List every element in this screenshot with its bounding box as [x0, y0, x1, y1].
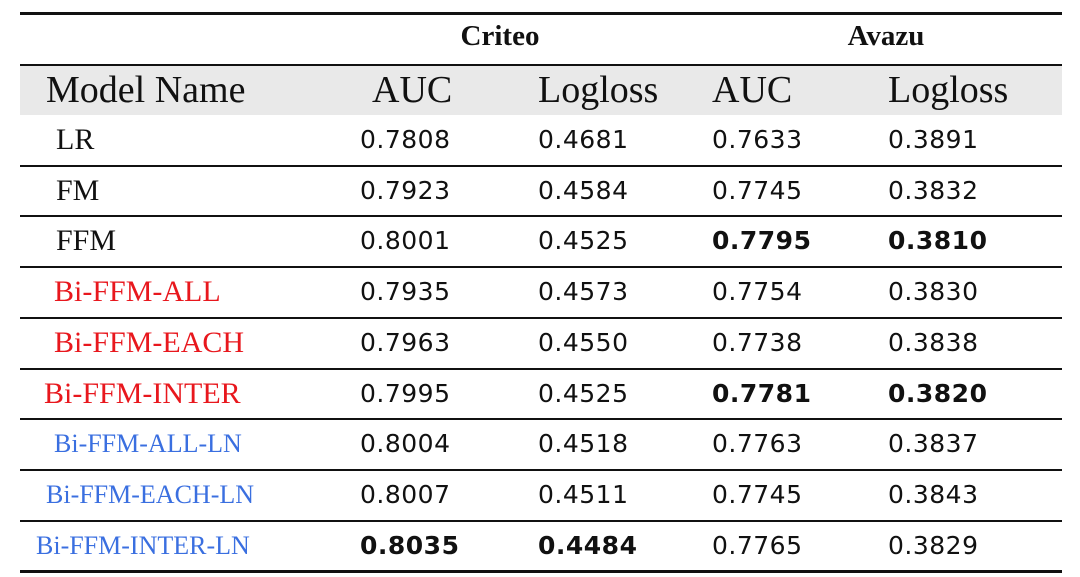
table-row: Bi-FFM-EACH 0.7963 0.4550 0.7738 0.3838	[20, 318, 1062, 368]
table-row: LR 0.7808 0.4681 0.7633 0.3891	[20, 115, 1062, 165]
row-separator	[20, 469, 1062, 471]
avazu-logloss-cell: 0.3891	[888, 125, 979, 154]
avazu-auc-cell: 0.7745	[712, 480, 803, 509]
avazu-logloss-cell: 0.3843	[888, 480, 979, 509]
avazu-auc-cell: 0.7754	[712, 277, 803, 306]
criteo-logloss-cell: 0.4681	[538, 125, 629, 154]
criteo-auc-cell: 0.7995	[360, 379, 451, 408]
column-header-criteo-logloss: Logloss	[538, 69, 659, 111]
avazu-logloss-cell: 0.3829	[888, 531, 979, 560]
column-header-band	[20, 65, 1062, 115]
avazu-logloss-cell: 0.3832	[888, 176, 979, 205]
row-separator	[20, 368, 1062, 370]
model-name-cell: Bi-FFM-ALL	[54, 275, 221, 308]
table-row: Bi-FFM-ALL-LN 0.8004 0.4518 0.7763 0.3837	[20, 419, 1062, 469]
group-header-criteo: Criteo	[460, 20, 540, 52]
row-separator	[20, 317, 1062, 319]
criteo-auc-cell: 0.8035	[360, 531, 460, 560]
model-name-cell: FFM	[56, 224, 117, 257]
table-row: Bi-FFM-INTER 0.7995 0.4525 0.7781 0.3820	[20, 369, 1062, 419]
criteo-logloss-cell: 0.4584	[538, 176, 629, 205]
avazu-auc-cell: 0.7738	[712, 328, 803, 357]
column-header-model-name: Model Name	[46, 69, 246, 111]
model-name-cell: Bi-FFM-INTER-LN	[36, 531, 250, 560]
avazu-logloss-cell: 0.3838	[888, 328, 979, 357]
avazu-logloss-cell: 0.3830	[888, 277, 979, 306]
top-rule	[20, 12, 1062, 15]
criteo-logloss-cell: 0.4511	[538, 480, 629, 509]
criteo-auc-cell: 0.7808	[360, 125, 451, 154]
criteo-logloss-cell: 0.4525	[538, 379, 629, 408]
avazu-auc-cell: 0.7763	[712, 429, 803, 458]
group-header-avazu: Avazu	[847, 20, 925, 52]
model-name-cell: LR	[56, 123, 95, 156]
criteo-auc-cell: 0.8004	[360, 429, 451, 458]
criteo-logloss-cell: 0.4525	[538, 226, 629, 255]
criteo-logloss-cell: 0.4550	[538, 328, 629, 357]
criteo-auc-cell: 0.8007	[360, 480, 451, 509]
model-name-cell: FM	[56, 174, 100, 207]
row-separator	[20, 266, 1062, 268]
criteo-auc-cell: 0.7923	[360, 176, 451, 205]
criteo-logloss-cell: 0.4518	[538, 429, 629, 458]
criteo-auc-cell: 0.8001	[360, 226, 451, 255]
model-name-cell: Bi-FFM-INTER	[44, 377, 241, 410]
criteo-auc-cell: 0.7935	[360, 277, 451, 306]
table-row: Bi-FFM-EACH-LN 0.8007 0.4511 0.7745 0.3843	[20, 470, 1062, 520]
criteo-logloss-cell: 0.4484	[538, 531, 638, 560]
table-row: Bi-FFM-INTER-LN 0.8035 0.4484 0.7765 0.3829	[20, 521, 1062, 571]
row-separator	[20, 165, 1062, 167]
header-rule	[20, 64, 1062, 66]
avazu-logloss-cell: 0.3810	[888, 226, 988, 255]
avazu-auc-cell: 0.7781	[712, 379, 812, 408]
avazu-auc-cell: 0.7633	[712, 125, 803, 154]
table-row: FFM 0.8001 0.4525 0.7795 0.3810	[20, 216, 1062, 266]
row-separator	[20, 520, 1062, 522]
avazu-logloss-cell: 0.3837	[888, 429, 979, 458]
column-header-criteo-auc: AUC	[372, 69, 453, 111]
criteo-logloss-cell: 0.4573	[538, 277, 629, 306]
model-name-cell: Bi-FFM-ALL-LN	[54, 429, 242, 458]
table-row: FM 0.7923 0.4584 0.7745 0.3832	[20, 166, 1062, 216]
avazu-logloss-cell: 0.3820	[888, 379, 988, 408]
criteo-auc-cell: 0.7963	[360, 328, 451, 357]
avazu-auc-cell: 0.7745	[712, 176, 803, 205]
bottom-rule	[20, 570, 1062, 573]
avazu-auc-cell: 0.7765	[712, 531, 803, 560]
model-name-cell: Bi-FFM-EACH-LN	[46, 480, 255, 509]
column-header-avazu-logloss: Logloss	[888, 69, 1009, 111]
row-separator	[20, 215, 1062, 217]
table-row: Bi-FFM-ALL 0.7935 0.4573 0.7754 0.3830	[20, 267, 1062, 317]
row-separator	[20, 418, 1062, 420]
model-name-cell: Bi-FFM-EACH	[54, 326, 245, 359]
avazu-auc-cell: 0.7795	[712, 226, 812, 255]
column-header-avazu-auc: AUC	[712, 69, 793, 111]
